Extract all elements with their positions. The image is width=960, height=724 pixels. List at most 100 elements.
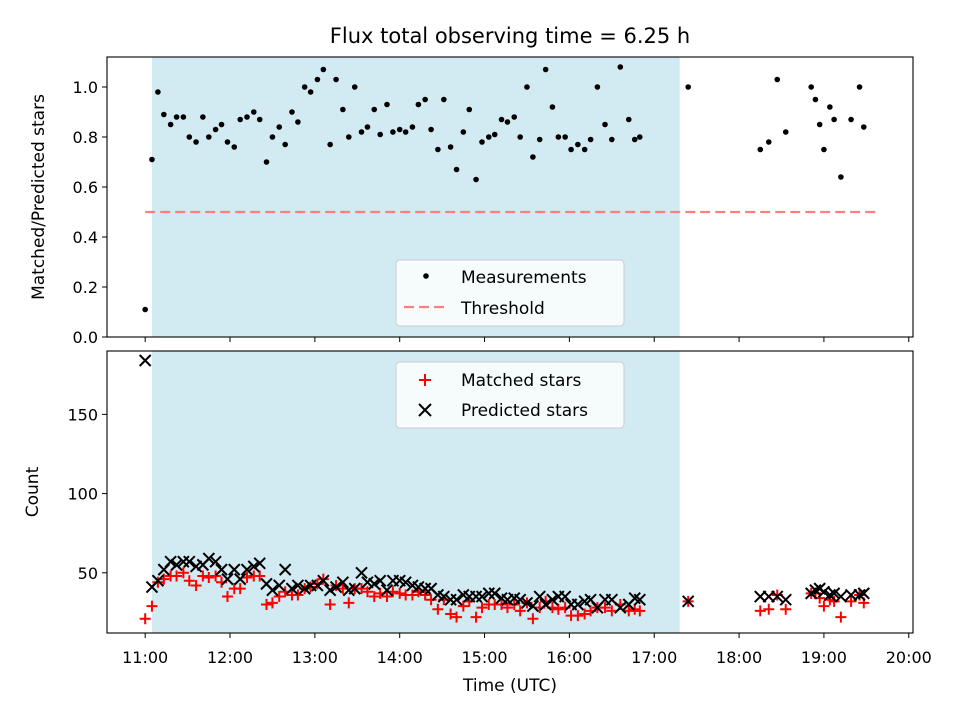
measurement-point [466,106,473,113]
measurement-point [289,109,295,115]
x-tick-label: 17:00 [631,648,677,667]
predicted-point [857,587,870,600]
matched-point [470,611,482,623]
predicted-point [513,593,527,606]
predicted-point [329,580,343,594]
measurement-point [173,114,180,120]
measurement-point [821,146,827,153]
matched-point [552,603,564,615]
measurement-point [250,109,257,115]
measurement-point [765,139,772,145]
matched-point [343,597,355,609]
predicted-point [253,557,266,570]
measurement-point [206,134,212,140]
matched-point [210,570,222,582]
y-tick-label: 0.8 [73,128,98,147]
matched-point [572,610,584,622]
measurement-point [625,116,632,123]
matched-point [835,611,847,623]
predicted-point [571,598,585,611]
measurement-point [193,139,199,145]
matched-point [361,586,373,598]
predicted-point [823,588,837,602]
predicted-point [228,563,241,576]
y-tick-label: 100 [67,485,98,504]
matched-point [828,595,840,607]
predicted-point [380,584,394,597]
measurement-point [575,141,581,148]
predicted-point [233,572,247,586]
measurement-point [161,111,167,118]
legend-marker-matched [419,374,431,386]
predicted-point [323,584,337,597]
matched-point [234,583,246,595]
matched-point [845,595,857,607]
top-panel: 0.0 0.2 0.4 0.6 0.8 1.0 Matched/Predicted star… [29,56,914,347]
x-tick-label: 16:00 [546,648,592,667]
axes-frame [106,350,914,634]
measurement-point [782,129,789,135]
measurement-point [460,129,467,135]
measurement-point [757,146,764,153]
measurement-point [402,129,409,135]
x-tick-label: 14:00 [377,648,423,667]
predicted-point [183,555,196,568]
predicted-point [771,590,784,603]
measurement-point [396,126,403,133]
measurement-point [816,121,823,128]
measurement-point [186,134,193,140]
predicted-point [348,582,361,595]
measurement-point [609,136,615,143]
predicted-point [247,560,260,573]
predicted-point [138,354,152,367]
predicted-point [368,577,381,591]
matched-point [451,611,463,623]
matched-point [599,602,611,614]
matched-point [763,603,775,615]
predicted-point [614,601,627,614]
measurement-point [301,84,308,90]
measurement-point [498,116,505,123]
legend-label-predicted: Predicted stars [461,401,588,421]
chart-title: Flux total observing time = 6.25 h [330,24,690,48]
measurement-point [155,89,161,95]
predicted-point [779,593,792,606]
measurement-point [473,176,479,183]
measurement-point [524,84,530,90]
measurement-point [637,134,643,140]
measurement-point [827,104,833,110]
matched-point [406,589,418,601]
measurement-point [327,141,333,148]
measurement-point [237,116,244,123]
matched-point [254,570,266,582]
y-axis-label: Matched/Predicted stars [29,94,49,300]
predicted-point [853,588,866,602]
y-axis-label: Count [23,466,43,517]
measurement-point [269,134,276,140]
measurement-point [358,129,365,135]
matched-point [171,570,183,582]
measurement-point [218,121,225,128]
measurement-point [808,84,814,90]
matched-point [368,591,380,603]
matched-point [177,567,189,579]
matched-point [183,575,195,587]
matched-point [634,605,646,617]
predicted-point [526,599,540,613]
measurement-point [276,124,283,130]
measurement-point [390,129,396,135]
matched-point [514,605,526,617]
matched-point [197,570,209,582]
predicted-point [633,593,647,606]
x-tick-label: 11:00 [122,648,168,667]
matched-point [273,591,285,603]
predicted-point [817,585,831,599]
predicted-point [221,572,234,586]
legend-marker-predicted [418,403,432,417]
measurement-point [282,141,288,148]
predicted-point [533,590,546,603]
predicted-point [355,566,368,580]
matched-point [394,587,406,599]
predicted-point [298,582,311,595]
legend-label-measurements: Measurements [461,268,587,288]
